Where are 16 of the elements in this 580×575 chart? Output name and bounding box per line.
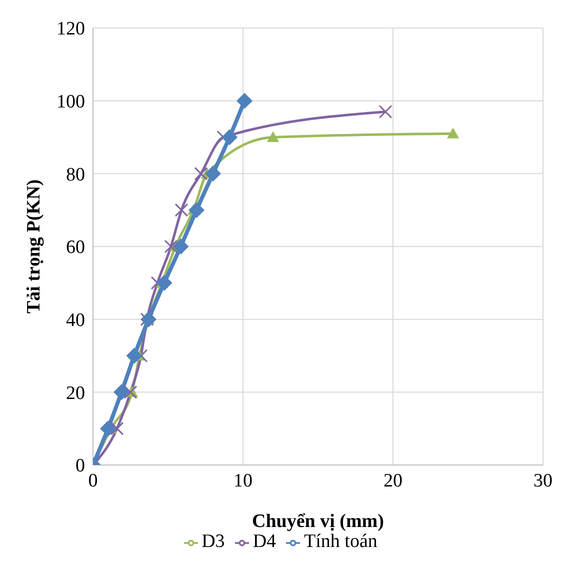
y-tick-label: 40 (66, 310, 85, 332)
x-tick-label: 20 (384, 470, 402, 492)
legend-label: D4 (252, 531, 276, 552)
y-axis-title: Tải trọng P(KN) (24, 179, 45, 314)
legend-label: D3 (202, 531, 225, 552)
x-tick-label: 10 (234, 470, 252, 492)
legend-label: Tính toán (304, 531, 378, 552)
x-axis-title: Chuyển vị (mm) (252, 511, 384, 532)
y-tick-label: 80 (66, 164, 85, 186)
x-tick-label: 0 (88, 470, 98, 492)
x-tick-label: 30 (534, 470, 552, 492)
y-tick-label: 120 (56, 18, 85, 40)
y-tick-label: 60 (66, 237, 85, 258)
y-tick-label: 0 (76, 456, 85, 477)
y-tick-label: 20 (66, 382, 85, 404)
y-tick-label: 100 (56, 92, 85, 113)
